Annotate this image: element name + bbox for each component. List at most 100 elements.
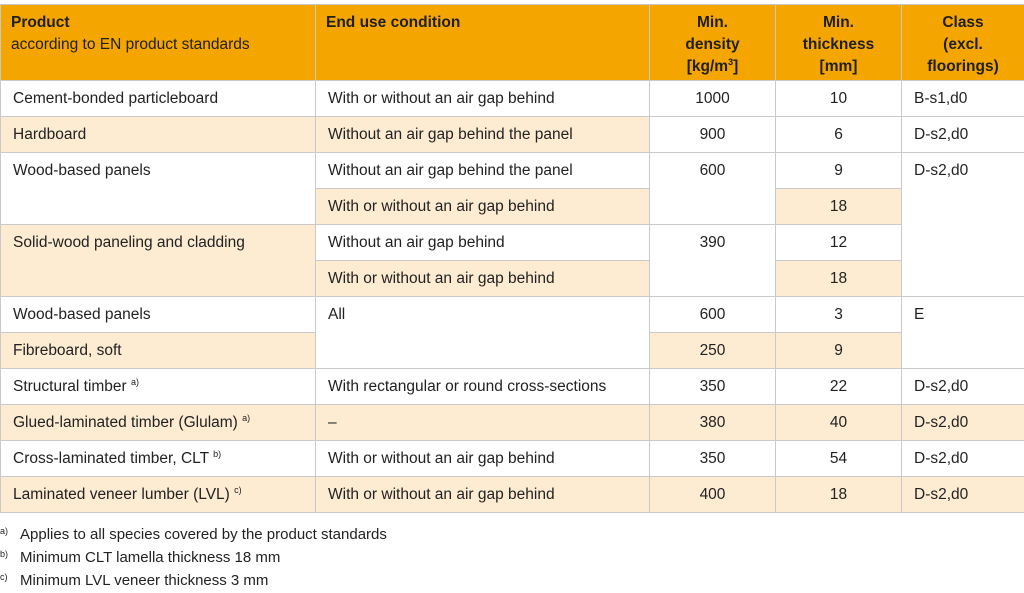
header-thickness-l1: Min. [823,14,854,31]
footnote-ref: b) [213,449,222,459]
cell-product: Cement-bonded particleboard [0,80,316,117]
cell-density: 350 [649,440,776,477]
header-end-use-label: End use condition [326,14,461,31]
cell-class: E [901,296,1024,369]
cell-end-use: Without an air gap behind the panel [315,116,650,153]
footnote-ref: a) [242,413,251,423]
header-class-l3: floorings) [927,58,999,75]
table-header: Product according to EN product standard… [0,4,1024,81]
footnote-text: Applies to all species covered by the pr… [20,526,387,543]
cell-product: Solid-wood paneling and cladding [0,224,316,297]
cell-density: 1000 [649,80,776,117]
footnote: b) Minimum CLT lamella thickness 18 mm [0,547,387,570]
cell-end-use: With rectangular or round cross-sections [315,368,650,405]
table-row: With or without an air gap behind 18 [1,260,1024,297]
cell-thickness: 12 [775,224,902,261]
table-row: Wood-based panels All 600 3 E [0,296,1024,369]
cell-class: D-s2,d0 [901,116,1024,153]
fire-class-table: Product according to EN product standard… [0,4,1024,513]
cell-class: D-s2,d0 [901,152,1024,297]
cell-end-use: With or without an air gap behind [315,440,650,477]
cell-product: Structural timber a) [0,368,316,405]
cell-density: 350 [649,368,776,405]
cell-end-use: With or without an air gap behind [315,476,650,513]
cell-class: D-s2,d0 [901,368,1024,405]
header-density: Min. density [kg/m3] [649,4,776,81]
cell-thickness: 9 [775,152,902,189]
header-density-l3: [kg/m [686,58,729,75]
header-density-l2: density [685,36,740,53]
cell-class: B-s1,d0 [901,80,1024,117]
footnote: c) Minimum LVL veneer thickness 3 mm [0,570,387,593]
cell-end-use: All [315,296,650,369]
table-row: Cement-bonded particleboard With or with… [0,80,1024,117]
cell-thickness: 18 [775,476,902,513]
table-row: With or without an air gap behind 18 [1,188,1024,225]
header-class: Class (excl. floorings) [901,4,1024,81]
header-product: Product according to EN product standard… [0,4,316,81]
footnote-text: Minimum LVL veneer thickness 3 mm [20,572,269,589]
header-density-l3b: ] [733,58,739,75]
cell-density: 400 [649,476,776,513]
cell-class: D-s2,d0 [901,440,1024,477]
cell-end-use: With or without an air gap behind [315,188,650,225]
header-product-sub: according to EN product standards [11,36,250,53]
table-row: Cross-laminated timber, CLT b) With or w… [0,440,1024,477]
cell-density: 390 [649,224,776,297]
footnotes: a) Applies to all species covered by the… [0,524,387,593]
cell-density: 380 [649,404,776,441]
cell-end-use: Without an air gap behind [315,224,650,261]
cell-end-use: With or without an air gap behind [315,260,650,297]
product-name: Structural timber [13,378,127,395]
footnote: a) Applies to all species covered by the… [0,524,387,547]
cell-thickness: 18 [775,260,902,297]
cell-thickness: 3 [775,296,902,333]
cell-product: Laminated veneer lumber (LVL) c) [0,476,316,513]
cell-product: Fibreboard, soft [0,332,316,369]
header-class-l2: (excl. [943,36,983,53]
header-thickness-l3: [mm] [819,58,858,75]
cell-thickness: 9 [775,332,902,369]
cell-density: 600 [649,296,776,333]
header-class-l1: Class [942,14,984,31]
footnote-text: Minimum CLT lamella thickness 18 mm [20,549,281,566]
footnote-mark: b) [0,549,9,559]
cell-end-use: With or without an air gap behind [315,80,650,117]
table-row: Wood-based panels Without an air gap beh… [0,152,1024,297]
cell-thickness: 54 [775,440,902,477]
header-density-l1: Min. [697,14,728,31]
header-density-sup: 3 [728,57,734,67]
header-thickness: Min. thickness [mm] [775,4,902,81]
cell-thickness: 22 [775,368,902,405]
cell-thickness: 18 [775,188,902,225]
table-row: Laminated veneer lumber (LVL) c) With or… [0,476,1024,513]
table-row: Glued-laminated timber (Glulam) a) – 380… [0,404,1024,441]
header-end-use: End use condition [315,4,650,81]
cell-product: Glued-laminated timber (Glulam) a) [0,404,316,441]
table-row: Fibreboard, soft 250 9 [0,332,1024,369]
product-name: Laminated veneer lumber (LVL) [13,486,230,503]
product-name: Cross-laminated timber, CLT [13,450,209,467]
cell-class: D-s2,d0 [901,404,1024,441]
footnote-ref: c) [234,485,242,495]
cell-product: Cross-laminated timber, CLT b) [0,440,316,477]
table-row: Hardboard Without an air gap behind the … [0,116,1024,153]
footnote-mark: c) [0,572,8,582]
cell-density: 600 [649,152,776,225]
cell-density: 900 [649,116,776,153]
header-product-label: Product [11,14,70,31]
footnote-ref: a) [131,377,140,387]
cell-density: 250 [649,332,776,369]
cell-product: Hardboard [0,116,316,153]
cell-thickness: 40 [775,404,902,441]
cell-thickness: 10 [775,80,902,117]
table-row: Solid-wood paneling and cladding Without… [0,224,1024,297]
header-thickness-l2: thickness [802,36,875,53]
footnote-mark: a) [0,526,9,536]
cell-end-use: Without an air gap behind the panel [315,152,650,189]
product-name: Glued-laminated timber (Glulam) [13,414,238,431]
table-row: Structural timber a) With rectangular or… [0,368,1024,405]
cell-thickness: 6 [775,116,902,153]
cell-product: Wood-based panels [0,152,316,225]
